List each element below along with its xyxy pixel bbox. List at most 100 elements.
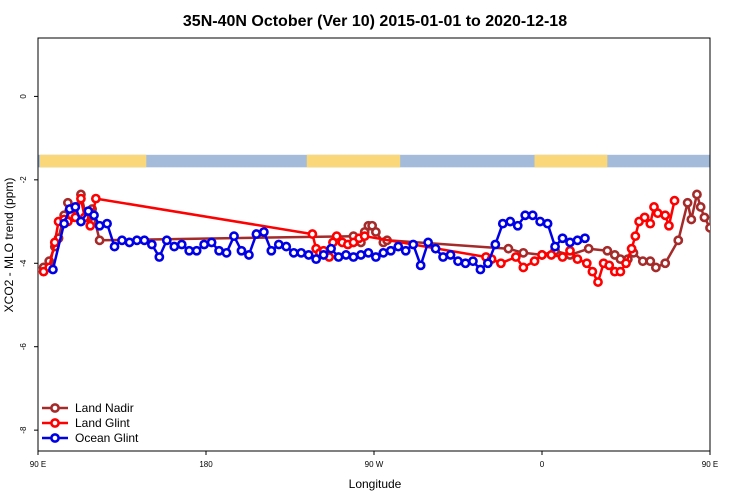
- series-2-point-69: [557, 233, 568, 244]
- land-band-2: [534, 154, 608, 168]
- series-1-point-42: [621, 258, 631, 269]
- series-2-point-48: [400, 245, 411, 256]
- series-1-point-11: [90, 193, 101, 204]
- y-tick-label-4: -8: [19, 426, 28, 434]
- x-tick-label-4: 90 E: [702, 460, 718, 469]
- y-tick-label-1: -2: [19, 176, 28, 184]
- series-2-point-21: [199, 239, 210, 250]
- x-tick-label-0: 90 E: [30, 460, 46, 469]
- series-2-point-58: [475, 264, 486, 275]
- series-2-point-10: [117, 235, 127, 246]
- series-0-point-17: [370, 227, 381, 237]
- series-1-point-28: [518, 262, 529, 273]
- series-2-point-25: [229, 231, 239, 242]
- series-2-point-45: [378, 247, 389, 258]
- y-tick-label-3: -6: [19, 343, 28, 351]
- series-2-point-50: [415, 260, 426, 271]
- series-1-point-8: [76, 193, 86, 204]
- series-2-point-34: [296, 247, 307, 258]
- series-2-point-36: [311, 254, 322, 265]
- series-1-point-49: [652, 208, 663, 219]
- series-2-point-49: [408, 239, 419, 250]
- series-2-point-1: [59, 218, 70, 229]
- series-2-point-8: [102, 218, 112, 229]
- series-1-point-51: [664, 220, 674, 231]
- series-2-point-23: [214, 245, 224, 256]
- series-1-point-33: [565, 245, 575, 256]
- series-0-point-41: [705, 222, 710, 233]
- series-2-point-65: [527, 210, 538, 221]
- series-2-point-9: [109, 241, 120, 252]
- series-2-point-14: [146, 239, 157, 250]
- series-layer: [38, 189, 723, 287]
- series-2-point-19: [184, 245, 195, 256]
- series-0-point-25: [583, 243, 594, 254]
- legend-marker-2: [50, 433, 60, 443]
- series-2-point-68: [550, 241, 560, 252]
- series-0-point-21: [518, 247, 529, 258]
- series-0-point-11: [94, 235, 105, 246]
- series-2-point-55: [453, 256, 463, 267]
- series-2-point-70: [565, 237, 575, 248]
- series-2-point-17: [169, 241, 180, 252]
- series-2-point-42: [356, 250, 366, 260]
- land-band-3: [710, 155, 750, 168]
- series-2-point-51: [423, 237, 434, 248]
- series-2-point-16: [161, 235, 172, 246]
- series-1-point-18: [331, 231, 342, 242]
- series-2-point-32: [281, 241, 292, 252]
- series-2-point-13: [139, 235, 150, 246]
- series-2-point-57: [468, 256, 478, 267]
- series-2-point-27: [244, 250, 254, 260]
- y-tick-label-2: -4: [19, 259, 28, 267]
- series-0-point-26: [602, 245, 613, 256]
- series-2-point-61: [497, 218, 508, 229]
- x-tick-label-1: 180: [199, 460, 213, 469]
- series-2-point-22: [206, 237, 217, 248]
- series-1-point-36: [587, 266, 598, 277]
- series-2-point-6: [89, 210, 99, 221]
- y-axis-label: XCO2 - MLO trend (ppm): [2, 178, 16, 313]
- series-2-point-60: [490, 239, 501, 250]
- series-1-point-46: [639, 212, 650, 223]
- series-2-point-64: [520, 210, 531, 221]
- legend-label-1: Land Glint: [75, 416, 130, 430]
- land-band-1: [306, 154, 401, 168]
- series-2-point-54: [445, 250, 456, 260]
- series-2-point-56: [460, 258, 471, 269]
- series-2-point-28: [251, 229, 262, 239]
- series-2-point-72: [580, 233, 590, 244]
- series-1-point-2: [49, 237, 60, 248]
- series-1-point-34: [572, 254, 583, 265]
- series-1-point-47: [645, 218, 656, 229]
- series-2-point-44: [370, 252, 381, 262]
- x-tick-label-2: 90 W: [365, 460, 384, 469]
- series-0-point-33: [650, 262, 661, 273]
- series-0-point-43: [716, 237, 723, 244]
- series-0-point-34: [660, 258, 671, 269]
- series-2-point-40: [341, 250, 351, 260]
- series-2-point-52: [430, 243, 441, 254]
- series-2-point-3: [70, 202, 81, 212]
- series-1-point-12: [307, 229, 318, 239]
- series-0-point-39: [695, 202, 706, 212]
- series-2-point-31: [273, 239, 284, 250]
- series-2-point-37: [318, 250, 329, 260]
- series-2-point-71: [572, 235, 583, 246]
- series-2-point-59: [482, 258, 493, 269]
- series-1-point-31: [546, 250, 557, 260]
- series-0-point-37: [686, 214, 697, 225]
- series-2-point-26: [236, 245, 247, 256]
- series-1-point-35: [581, 258, 592, 269]
- series-2-point-0: [48, 264, 58, 275]
- series-1-point-52: [669, 195, 680, 206]
- series-1-point-37: [593, 277, 603, 287]
- series-0-point-38: [692, 189, 702, 200]
- series-2-point-47: [393, 241, 404, 252]
- series-1-point-32: [557, 252, 568, 262]
- y-tick-label-0: 0: [19, 94, 28, 99]
- series-1-point-44: [630, 231, 641, 242]
- series-2-point-62: [505, 216, 516, 227]
- series-2-point-30: [266, 245, 277, 256]
